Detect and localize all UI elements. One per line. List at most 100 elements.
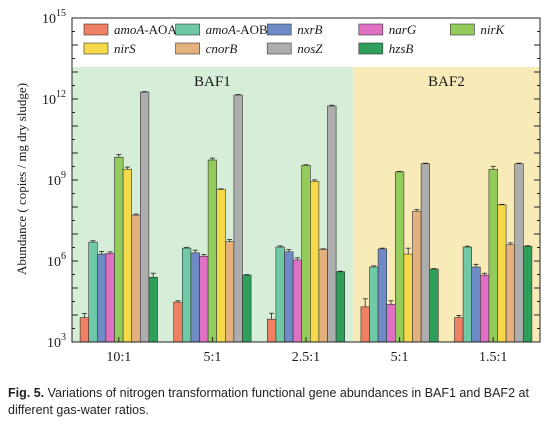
y-tick-exponent: 15	[56, 8, 66, 19]
bar-nirs-2	[309, 180, 320, 343]
bar-nirs-0	[122, 168, 132, 343]
x-tick-label-0: 10:1	[106, 350, 131, 365]
legend-label-nirs: nirS	[114, 41, 136, 56]
legend-label-italic: nxrB	[297, 22, 322, 37]
bar-hzsb-4	[522, 246, 533, 343]
bar-nirs-3	[403, 253, 413, 343]
legend-swatch-nirk	[450, 23, 475, 36]
legend-label-italic: nosZ	[297, 41, 323, 56]
bar-nosz-3	[420, 163, 431, 343]
legend-label-italic: cnorB	[206, 41, 238, 56]
bar-amoa-aob-4	[462, 246, 473, 343]
bar-nirk-3	[394, 171, 405, 343]
bar-nosz-2	[327, 105, 337, 343]
bar-amoa-aoa-4	[454, 317, 464, 343]
legend-label-cnorb: cnorB	[206, 41, 238, 56]
bar-nxrb-0	[97, 253, 107, 343]
legend-label-italic: amoA	[114, 22, 144, 37]
y-tick-exponent: 9	[61, 170, 66, 181]
y-tick-label: 1012	[42, 89, 66, 108]
y-tick-label: 1015	[42, 8, 66, 27]
bar-nirk-2	[301, 165, 311, 343]
y-axis-label: Abundance ( copies / mg dry sludge)	[14, 83, 29, 275]
legend-label-suffix: -AOB	[236, 22, 268, 37]
legend-swatch-amoa-aoa	[83, 23, 109, 36]
bar-nosz-0	[140, 91, 150, 343]
bar-cnorb-1	[225, 241, 235, 343]
legend-swatch-nosz	[266, 42, 292, 55]
y-tick-mantissa: 10	[42, 93, 56, 108]
bar-nosz-4	[514, 163, 524, 343]
legend-swatch-narg	[358, 23, 384, 36]
y-tick-exponent: 12	[56, 89, 66, 100]
y-tick-mantissa: 10	[47, 174, 61, 189]
bar-nirk-1	[207, 159, 218, 343]
bar-cnorb-2	[318, 249, 328, 343]
x-tick-label-2: 2.5:1	[292, 350, 320, 365]
figure-caption-text: Variations of nitrogen transformation fu…	[8, 386, 529, 417]
y-tick-mantissa: 10	[42, 12, 56, 27]
y-tick-mantissa: 10	[47, 255, 61, 270]
x-tick-label-4: 1.5:1	[479, 350, 507, 365]
y-tick-exponent: 6	[61, 251, 66, 262]
y-tick-mantissa: 10	[47, 336, 61, 351]
bar-nosz-1	[233, 94, 243, 343]
legend-label-narg: narG	[389, 22, 417, 37]
bar-cnorb-3	[412, 210, 422, 343]
legend-label-italic: narG	[389, 22, 417, 37]
figure-caption: Fig. 5. Variations of nitrogen transform…	[8, 385, 548, 419]
legend-label-nosz: nosZ	[297, 41, 323, 56]
bar-amoa-aoa-0	[79, 317, 89, 343]
x-tick-label-1: 5:1	[203, 350, 221, 365]
bars	[79, 91, 533, 343]
y-tick-label: 106	[47, 251, 66, 270]
bar-amoa-aob-0	[88, 241, 98, 343]
legend-swatch-hzsb	[358, 42, 384, 55]
legend-label-nxrb: nxrB	[297, 22, 322, 37]
bar-narg-3	[386, 303, 396, 343]
bar-nirk-4	[488, 168, 498, 343]
bar-narg-0	[105, 253, 115, 343]
bar-amoa-aoa-3	[360, 306, 370, 343]
bar-narg-2	[292, 259, 303, 343]
bar-narg-4	[479, 274, 490, 343]
legend-label-suffix: -AOA	[144, 22, 177, 37]
bar-cnorb-0	[131, 214, 141, 343]
bar-amoa-aoa-2	[266, 318, 277, 343]
legend-swatch-amoa-aob	[175, 23, 200, 36]
bar-nirs-1	[216, 189, 226, 343]
bar-narg-1	[199, 255, 209, 343]
legend-label-hzsb: hzsB	[389, 41, 414, 56]
legend-label-nirk: nirK	[480, 22, 505, 37]
y-tick-label: 103	[47, 332, 66, 351]
y-tick-exponent: 3	[61, 332, 66, 343]
bar-nxrb-4	[471, 266, 481, 343]
bar-cnorb-4	[505, 244, 516, 343]
y-tick-label: 109	[47, 170, 66, 189]
legend-label-italic: hzsB	[389, 41, 414, 56]
legend-label-italic: nirK	[480, 22, 505, 37]
legend-label-amoa-aoa: amoA-AOA	[114, 22, 177, 37]
legend-swatch-cnorb	[175, 42, 200, 55]
figure-caption-label: Fig. 5.	[8, 386, 45, 400]
legend-label-italic: nirS	[114, 41, 136, 56]
bar-nxrb-1	[190, 252, 200, 343]
bar-nirk-0	[114, 156, 124, 343]
bar-nxrb-3	[377, 248, 388, 343]
bar-hzsb-0	[148, 276, 158, 343]
legend-swatch-nxrb	[266, 23, 292, 36]
group-label-baf1: BAF1	[194, 74, 231, 90]
group-label-baf2: BAF2	[428, 74, 465, 90]
bar-hzsb-1	[242, 274, 252, 343]
bar-nxrb-2	[284, 251, 294, 343]
bar-amoa-aob-3	[369, 266, 379, 343]
bar-amoa-aoa-1	[173, 301, 183, 343]
bar-hzsb-3	[429, 268, 439, 343]
bar-amoa-aob-1	[182, 247, 192, 343]
bar-hzsb-2	[335, 271, 346, 343]
bar-amoa-aob-2	[275, 246, 285, 343]
legend-label-italic: amoA	[206, 22, 236, 37]
legend-swatch-nirs	[83, 42, 109, 55]
